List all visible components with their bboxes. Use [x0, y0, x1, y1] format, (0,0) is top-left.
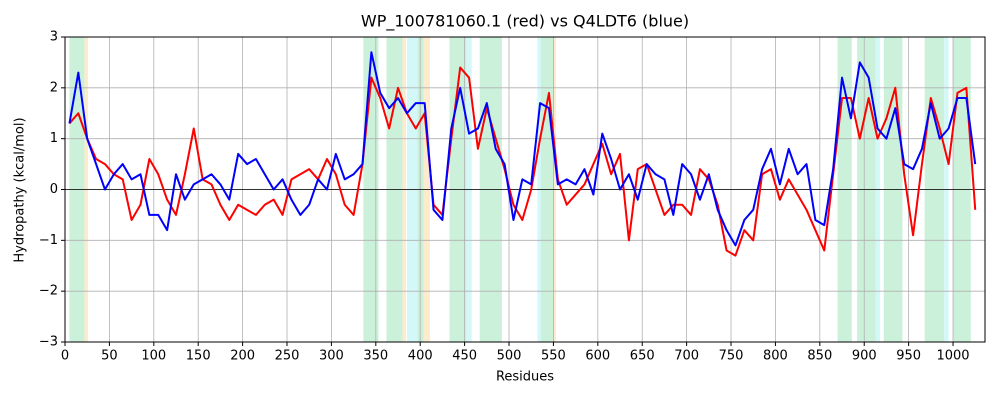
x-tick-label: 300	[319, 349, 344, 364]
series-line	[68, 51, 977, 247]
plot-frame	[64, 36, 986, 343]
x-tick-label: 450	[452, 349, 477, 364]
x-tick-label: 800	[763, 349, 788, 364]
x-tick-label: 50	[101, 349, 118, 364]
x-tick-label: 700	[674, 349, 699, 364]
x-tick-label: 250	[275, 349, 300, 364]
y-tick-label: 1	[50, 131, 58, 146]
y-tick-label: −1	[39, 233, 58, 248]
x-tick-label: 350	[363, 349, 388, 364]
y-tick-label: 3	[50, 30, 58, 45]
y-tick-label: 2	[50, 80, 58, 95]
y-tick-label: 0	[50, 182, 58, 197]
x-tick-label: 650	[630, 349, 655, 364]
x-tick-label: 150	[186, 349, 211, 364]
x-tick-label: 600	[585, 349, 610, 364]
x-tick-label: 900	[852, 349, 877, 364]
x-tick-label: 100	[141, 349, 166, 364]
x-tick-label: 750	[719, 349, 744, 364]
series-line	[68, 66, 977, 257]
y-tick-label: −2	[39, 284, 58, 299]
x-tick-label: 200	[230, 349, 255, 364]
y-axis-label: Hydropathy (kcal/mol)	[13, 117, 28, 262]
x-tick-label: 950	[896, 349, 921, 364]
chart-title: WP_100781060.1 (red) vs Q4LDT6 (blue)	[361, 12, 689, 32]
x-tick-label: 400	[408, 349, 433, 364]
x-tick-label: 1000	[936, 349, 969, 364]
x-tick-label: 0	[61, 349, 69, 364]
x-tick-label: 850	[807, 349, 832, 364]
x-tick-label: 500	[497, 349, 522, 364]
x-tick-label: 550	[541, 349, 566, 364]
y-tick-label: −3	[39, 335, 58, 350]
x-axis-label: Residues	[496, 370, 554, 385]
